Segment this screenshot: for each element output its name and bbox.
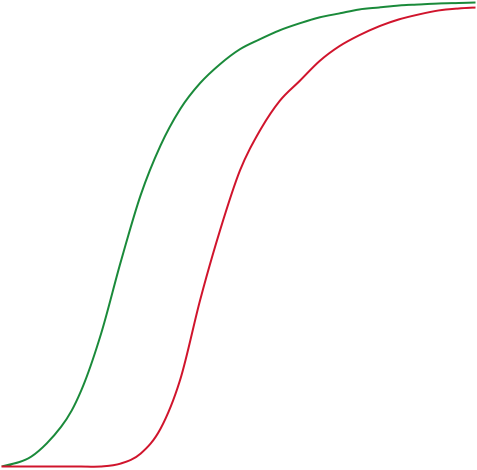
line-series [1, 6, 476, 468]
